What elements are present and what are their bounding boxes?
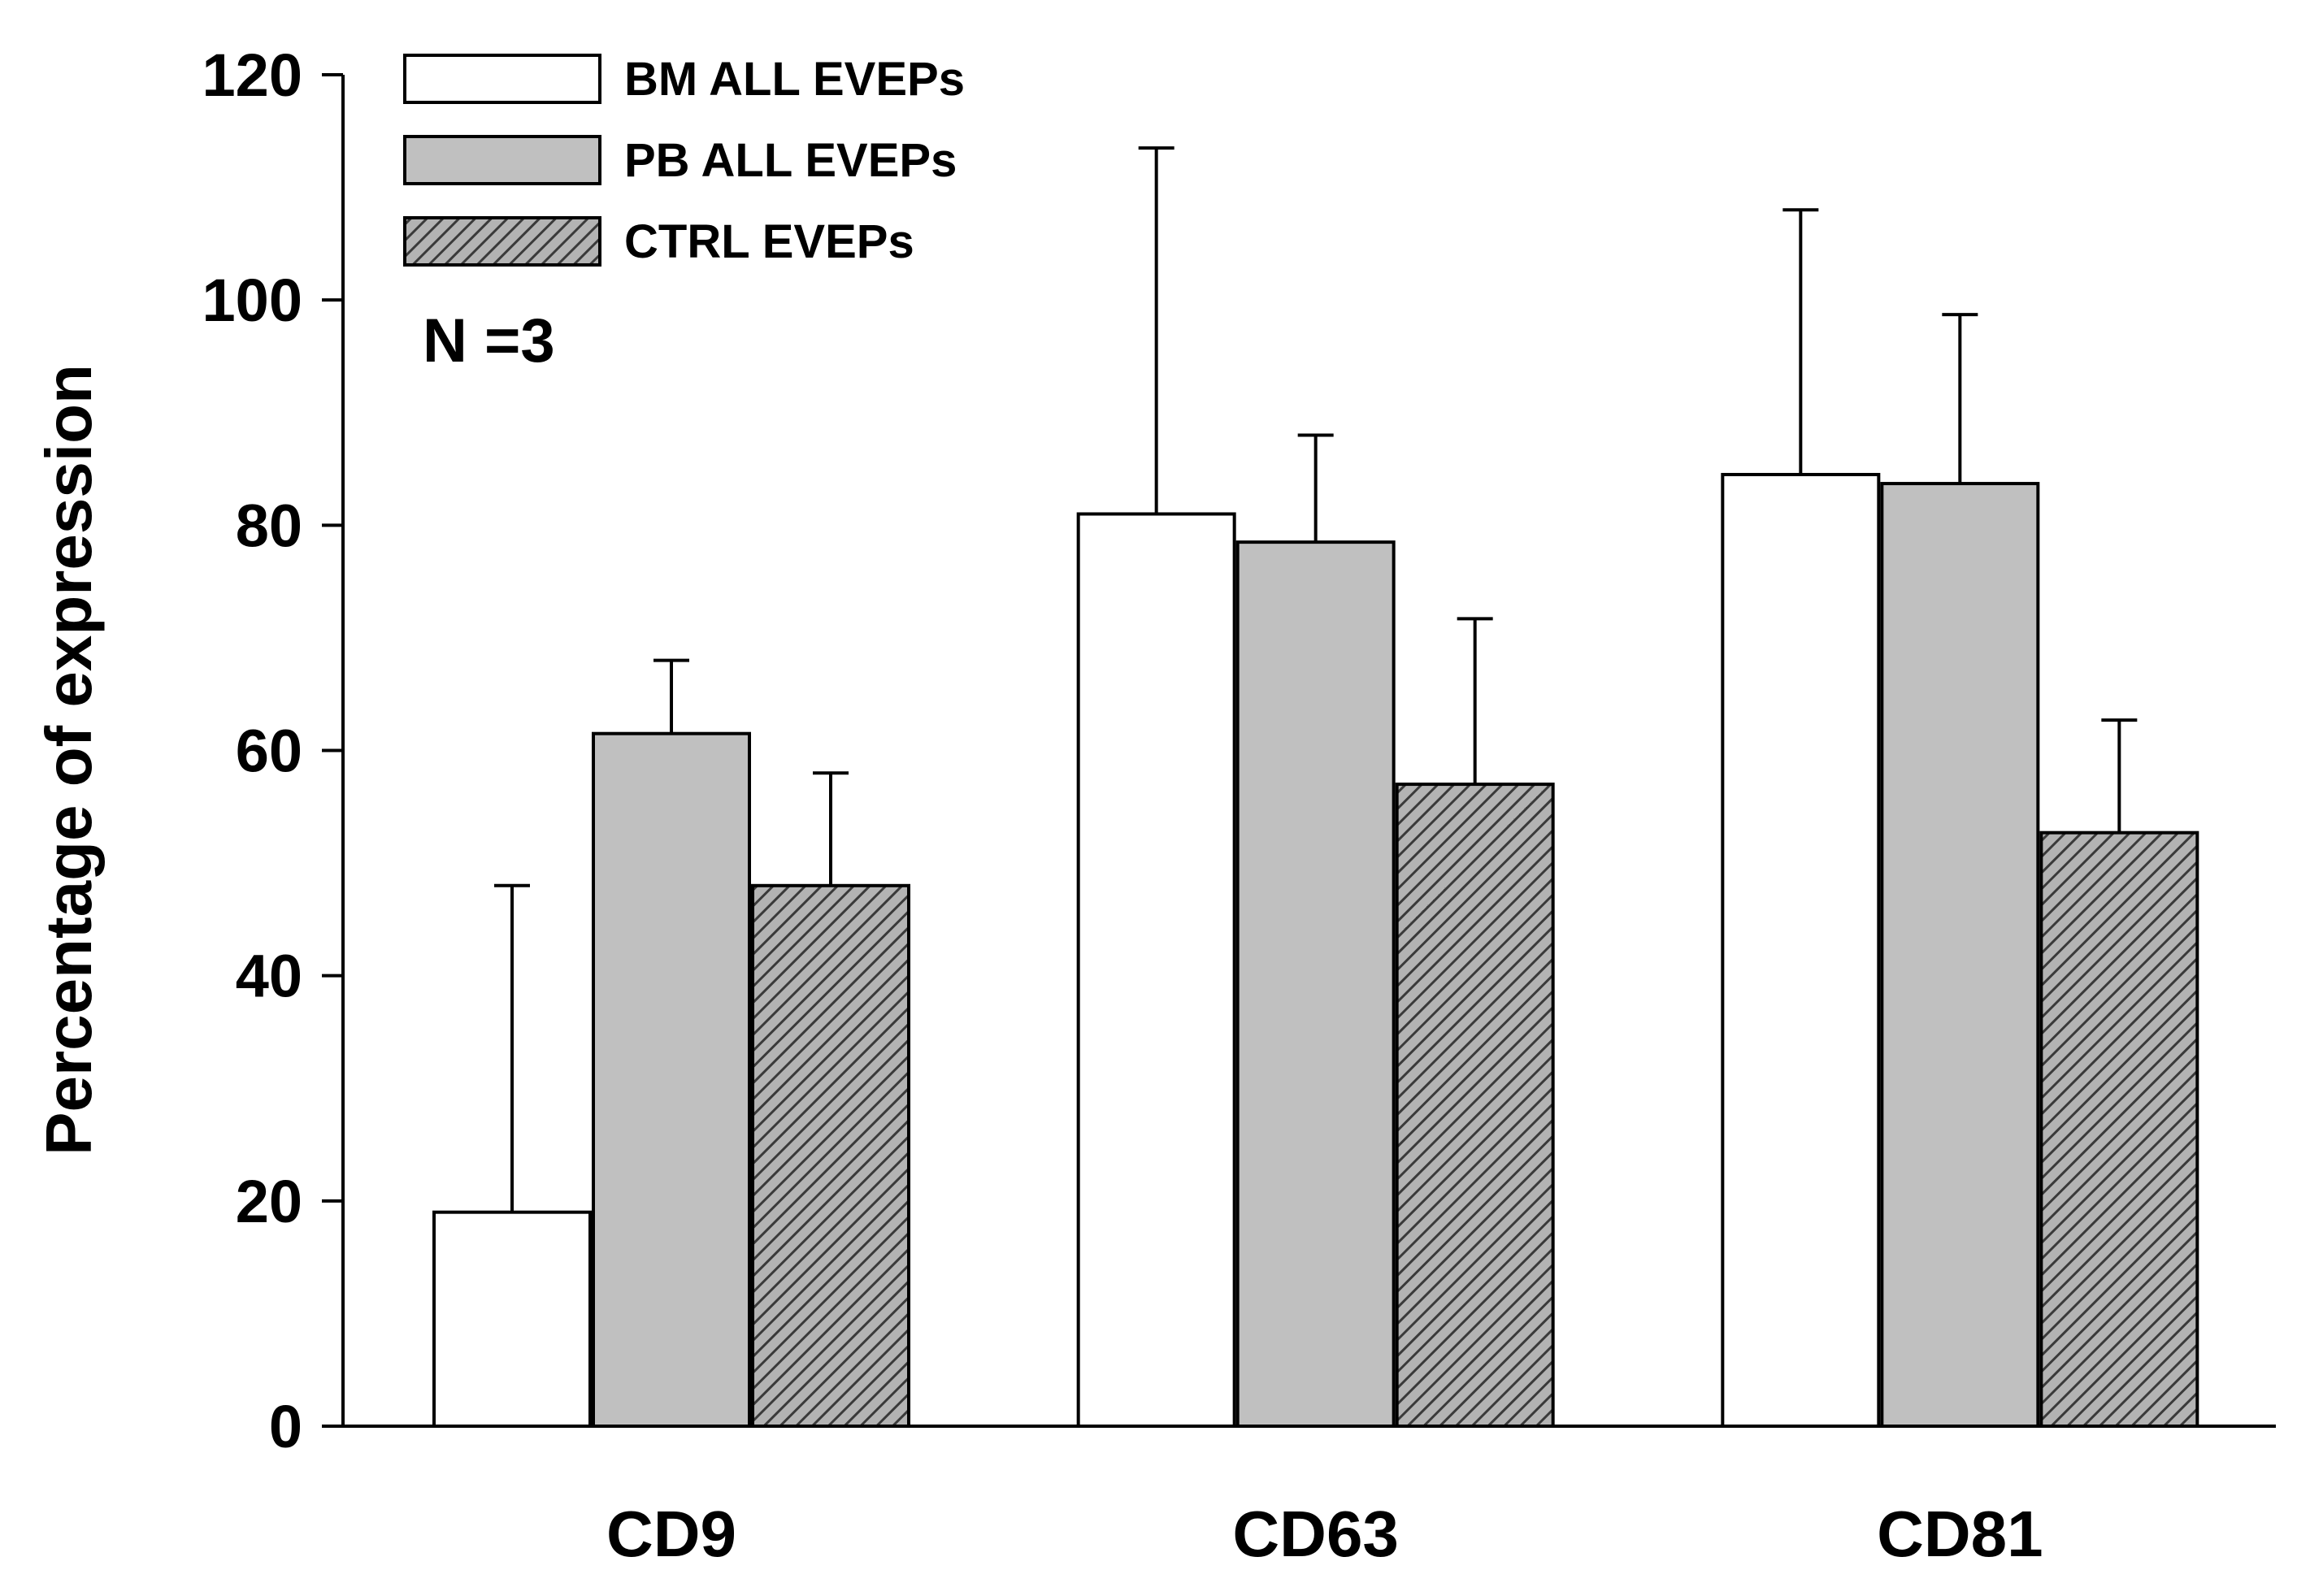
legend-label-ctrl-eveps: CTRL EVEPs xyxy=(624,215,914,268)
y-axis-title: Percentage of expression xyxy=(33,364,105,1156)
bar-cd9-pb-all-eveps xyxy=(592,731,751,1428)
bar-cd81-bm-all-eveps xyxy=(1721,472,1881,1428)
bar-cd81-ctrl-eveps xyxy=(2039,831,2199,1429)
legend-swatch-pb-all-eveps xyxy=(403,135,601,185)
legend-swatch-bm-all-eveps xyxy=(403,54,601,104)
legend-label-bm-all-eveps: BM ALL EVEPs xyxy=(624,53,965,106)
y-tick-label-20: 20 xyxy=(236,1168,302,1235)
y-tick-label-120: 120 xyxy=(202,41,302,109)
y-tick-label-100: 100 xyxy=(202,267,302,334)
legend-label-pb-all-eveps: PB ALL EVEPs xyxy=(624,134,957,187)
bar-cd9-bm-all-eveps xyxy=(432,1210,592,1428)
legend: BM ALL EVEPs PB ALL EVEPs CTRL EVEPs xyxy=(403,53,965,268)
bar-cd63-pb-all-eveps xyxy=(1235,540,1396,1428)
x-category-label-cd63: CD63 xyxy=(1232,1498,1399,1570)
legend-swatch-ctrl-eveps xyxy=(403,216,601,267)
y-tick-label-40: 40 xyxy=(236,943,302,1010)
bars-layer xyxy=(432,146,2199,1429)
y-tick-label-60: 60 xyxy=(236,718,302,785)
bar-cd63-bm-all-eveps xyxy=(1076,512,1236,1428)
x-category-label-cd81: CD81 xyxy=(1877,1498,2043,1570)
bar-cd9-ctrl-eveps xyxy=(751,883,910,1429)
axes-layer: 0 20 40 60 80 100 120 CD9 CD63 CD81 xyxy=(202,41,2276,1570)
x-category-label-cd9: CD9 xyxy=(606,1498,736,1570)
sample-size-annotation: N =3 xyxy=(423,306,555,375)
bar-cd63-ctrl-eveps xyxy=(1395,783,1555,1428)
bar-cd81-pb-all-eveps xyxy=(1880,482,2040,1428)
y-tick-label-0: 0 xyxy=(269,1393,302,1460)
y-tick-label-80: 80 xyxy=(236,492,302,559)
